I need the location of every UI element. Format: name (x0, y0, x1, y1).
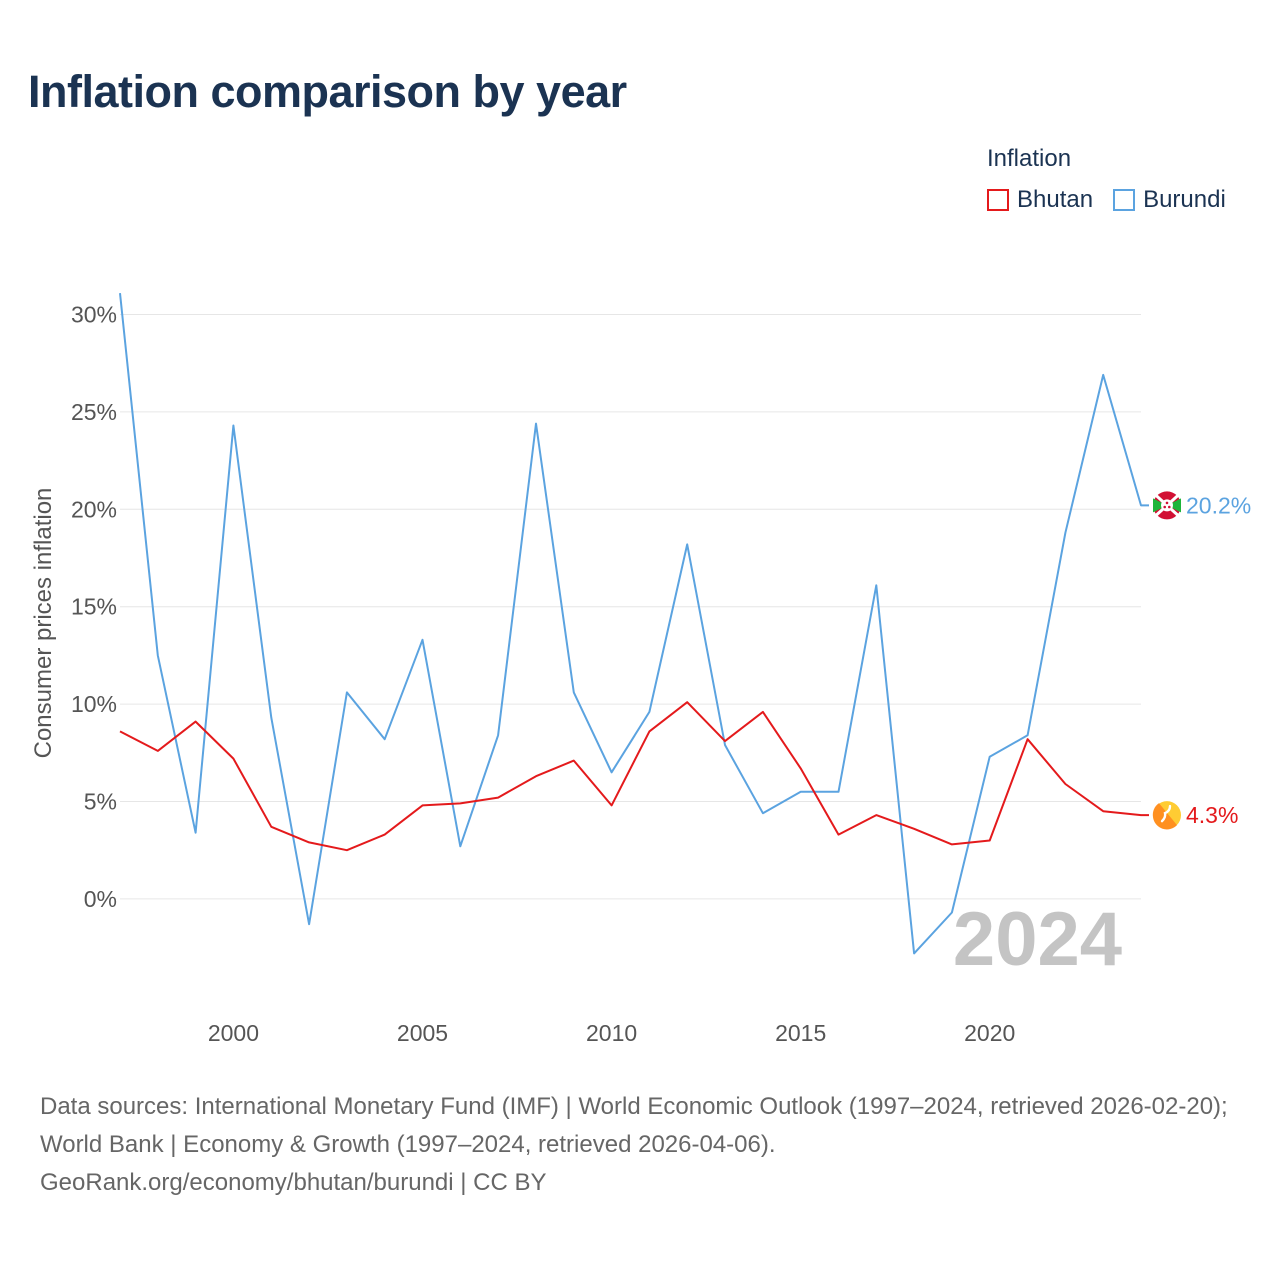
y-tick-label: 25% (71, 399, 117, 425)
footer: Data sources: International Monetary Fun… (40, 1088, 1250, 1202)
legend-item-burundi[interactable]: Burundi (1113, 186, 1226, 214)
x-tick-label: 2015 (775, 1020, 826, 1046)
line-chart: 0% 5% 10% 15% 20% 25% 30% 2000 2005 2010 2015 2020… (30, 292, 1251, 1046)
legend-title: Inflation (987, 145, 1072, 172)
y-axis-ticks: 0% 5% 10% 15% 20% 25% 30% (71, 302, 117, 912)
flag-icon-burundi (1153, 491, 1181, 520)
flag-icon-bhutan (1152, 801, 1181, 830)
y-tick-label: 10% (71, 691, 117, 717)
x-axis-ticks: 2000 2005 2010 2015 2020 (208, 1020, 1015, 1046)
gridlines (120, 314, 1141, 900)
credit-link[interactable]: GeoRank.org/economy/bhutan/burundi | CC … (40, 1169, 547, 1196)
series-end-markers: 20.2% 4.3% (1152, 491, 1251, 830)
y-tick-label: 0% (84, 886, 117, 912)
y-tick-label: 15% (71, 594, 117, 620)
legend-item-bhutan[interactable]: Bhutan (987, 186, 1093, 214)
legend-label-bhutan: Bhutan (1017, 186, 1094, 213)
x-tick-label: 2000 (208, 1020, 259, 1046)
y-tick-label: 5% (84, 789, 117, 815)
end-label-burundi: 20.2% (1186, 492, 1251, 518)
legend-label-burundi: Burundi (1143, 186, 1226, 213)
y-axis-label: Consumer prices inflation (30, 488, 57, 759)
year-watermark: 2024 (953, 897, 1122, 982)
series-line-burundi (119, 292, 1149, 955)
legend: Bhutan Burundi (987, 186, 1226, 214)
end-label-bhutan: 4.3% (1186, 802, 1238, 828)
chart-title: Inflation comparison by year (28, 66, 627, 117)
series-line-bhutan (119, 701, 1149, 852)
legend-swatch-burundi (1113, 189, 1136, 211)
series-lines (119, 292, 1149, 955)
y-tick-label: 20% (71, 496, 117, 522)
x-tick-label: 2005 (397, 1020, 448, 1046)
data-sources: Data sources: International Monetary Fun… (40, 1093, 1228, 1158)
y-tick-label: 30% (71, 302, 117, 328)
legend-swatch-bhutan (987, 189, 1009, 211)
x-tick-label: 2020 (964, 1020, 1015, 1046)
x-tick-label: 2010 (586, 1020, 637, 1046)
